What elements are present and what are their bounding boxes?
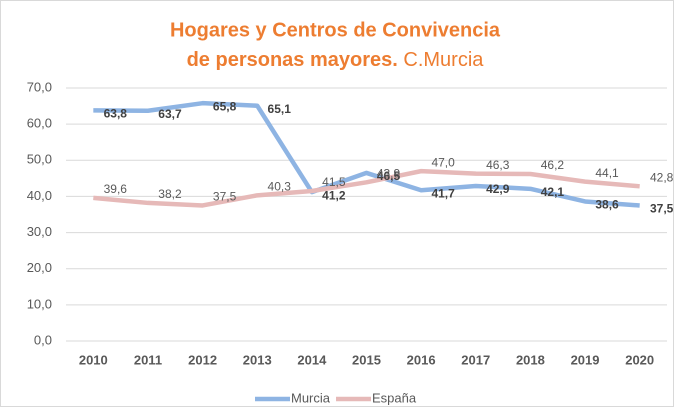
- x-tick-label: 2014: [297, 352, 327, 367]
- data-label: 46,3: [486, 158, 510, 172]
- y-tick-label: 0,0: [34, 332, 52, 347]
- data-label: 65,1: [268, 102, 292, 116]
- data-label: 63,8: [104, 107, 128, 121]
- data-label: 42,8: [650, 170, 674, 184]
- data-label: 42,9: [486, 182, 510, 196]
- y-tick-label: 10,0: [27, 296, 52, 311]
- chart-title: Hogares y Centros de Convivencia: [170, 19, 501, 41]
- y-tick-label: 30,0: [27, 224, 52, 239]
- x-tick-label: 2013: [243, 352, 272, 367]
- data-label: 37,5: [650, 202, 674, 216]
- data-label: 65,8: [213, 99, 237, 113]
- series-line: [93, 100, 640, 208]
- data-label: 38,6: [595, 198, 619, 212]
- data-label: 47,0: [431, 155, 455, 169]
- data-label: 41,2: [322, 188, 346, 202]
- data-label: 37,5: [213, 190, 237, 204]
- legend-label: Murcia: [291, 390, 331, 405]
- x-tick-label: 2012: [188, 352, 217, 367]
- x-tick-label: 2010: [79, 352, 108, 367]
- x-tick-label: 2019: [571, 352, 600, 367]
- y-tick-label: 60,0: [27, 116, 52, 131]
- data-label: 43,9: [377, 167, 401, 181]
- y-tick-label: 70,0: [27, 79, 52, 94]
- data-label: 39,6: [104, 182, 128, 196]
- x-tick-label: 2020: [625, 352, 654, 367]
- x-tick-label: 2015: [352, 352, 381, 367]
- data-label: 42,1: [541, 185, 565, 199]
- data-label: 41,7: [431, 186, 455, 200]
- chart-subtitle: C.Murcia: [403, 49, 484, 71]
- data-label: 63,7: [158, 107, 182, 121]
- y-tick-label: 50,0: [27, 152, 52, 167]
- data-label: 38,2: [158, 187, 182, 201]
- chart-title-part: de personas mayores.: [187, 49, 404, 71]
- data-label: 46,5: [377, 169, 401, 183]
- y-tick-label: 20,0: [27, 260, 52, 275]
- data-label: 41,5: [322, 175, 346, 189]
- x-tick-label: 2018: [516, 352, 545, 367]
- x-tick-label: 2011: [134, 352, 162, 367]
- chart-title: de personas mayores. C.Murcia: [187, 49, 485, 71]
- data-label: 46,2: [541, 158, 565, 172]
- data-label: 44,1: [595, 166, 619, 180]
- x-tick-label: 2016: [407, 352, 436, 367]
- y-tick-label: 40,0: [27, 188, 52, 203]
- data-label: 40,3: [268, 180, 292, 194]
- legend-label: España: [372, 390, 417, 405]
- series-line: [93, 168, 640, 208]
- x-tick-label: 2017: [461, 352, 490, 367]
